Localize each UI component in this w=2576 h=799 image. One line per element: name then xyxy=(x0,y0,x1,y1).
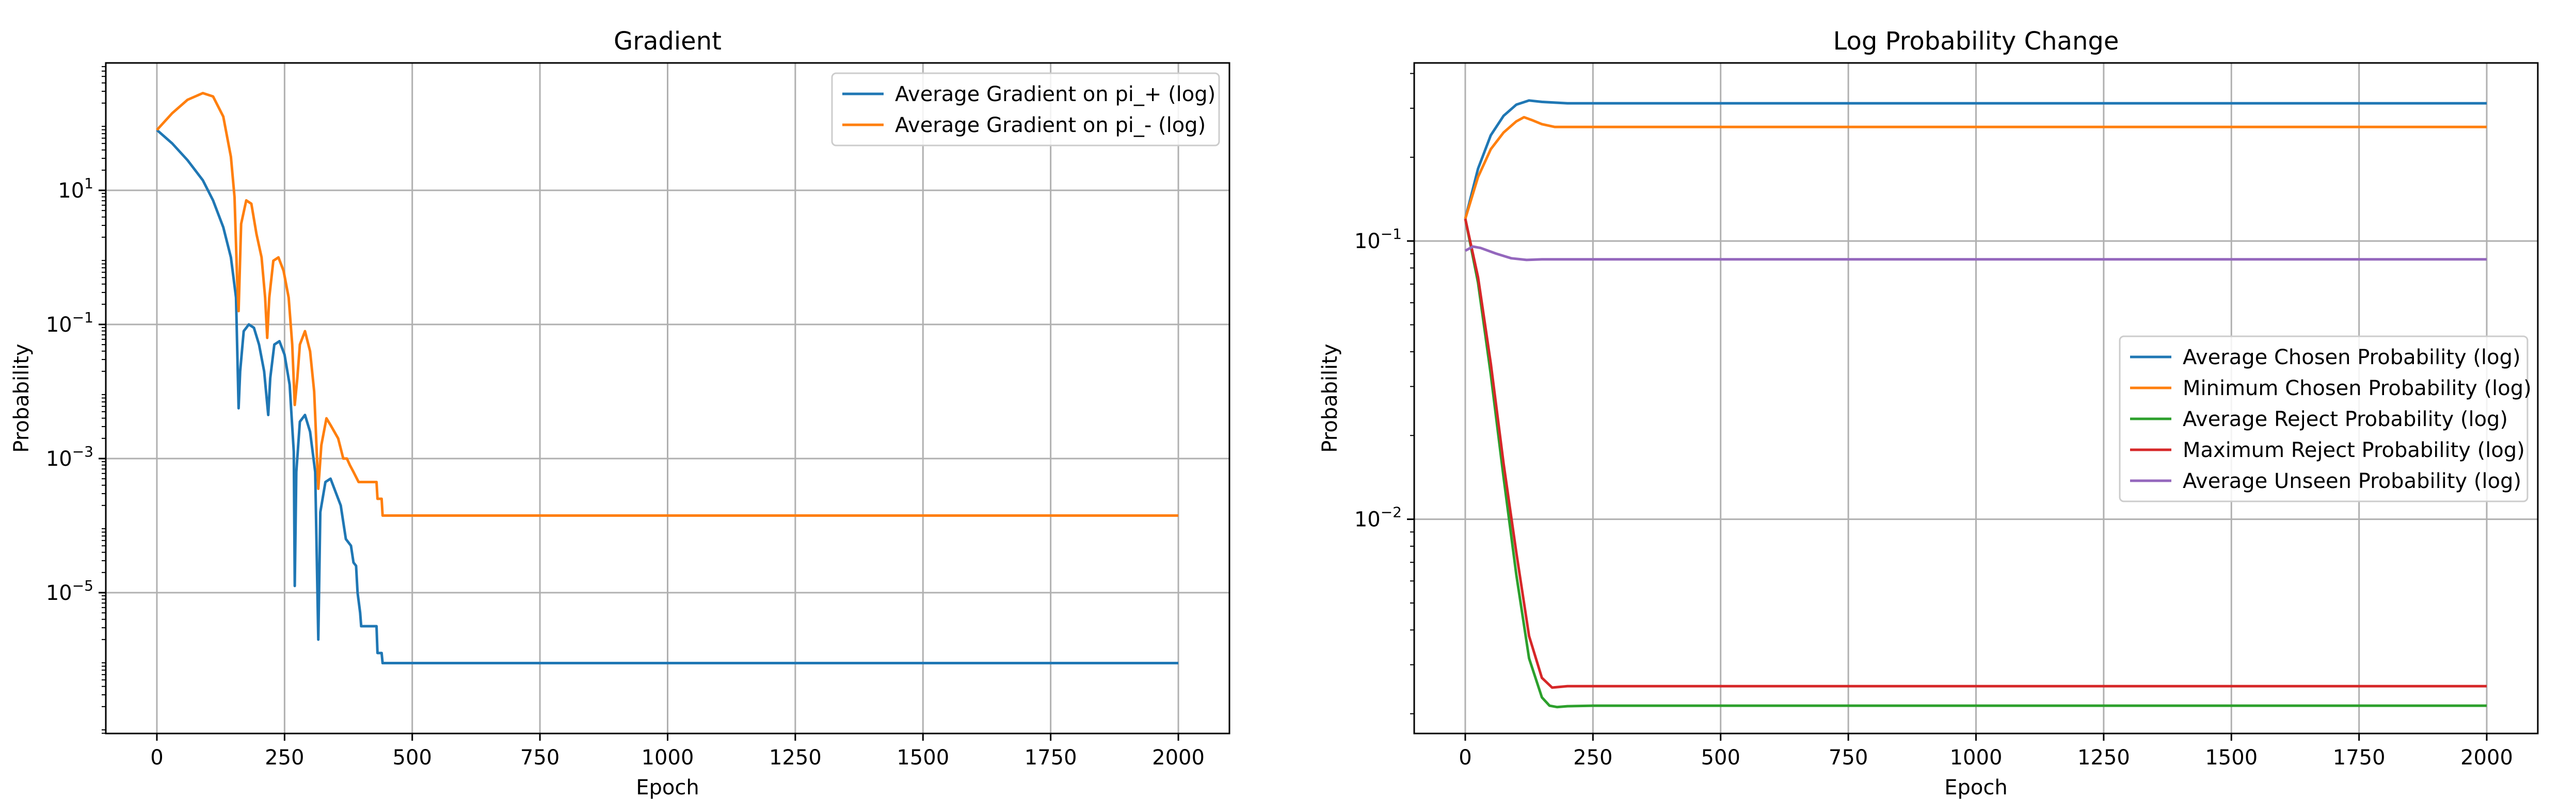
legend-label: Minimum Chosen Probability (log) xyxy=(2183,377,2532,400)
legend-label: Average Chosen Probability (log) xyxy=(2183,346,2521,369)
series-line xyxy=(156,92,1178,517)
log-probability-x-ticks: 0 250 500 750 1000 1250 1500 1750 2000 xyxy=(1459,733,2513,770)
gradient-x-ticks: 0 250 500 750 1000 1250 1500 1750 2000 xyxy=(150,733,1205,770)
legend-label: Average Gradient on pi_- (log) xyxy=(895,113,1206,137)
x-tick-label: 2000 xyxy=(1152,746,1205,770)
series-line xyxy=(1464,218,2487,709)
legend-box xyxy=(2119,335,2529,502)
gradient-y-axis-label: Probability xyxy=(10,344,34,452)
y-tick-label: 10−2 xyxy=(1354,504,1402,532)
x-tick-label: 250 xyxy=(1573,746,1612,770)
log-probability-chart-title: Log Probability Change xyxy=(1833,27,2119,56)
gradient-grid xyxy=(106,63,1229,733)
series-line xyxy=(1464,99,2487,219)
log-probability-y-axis-label: Probability xyxy=(1318,344,1342,452)
log-probability-legend: Average Chosen Probability (log) Minimum … xyxy=(2119,335,2532,502)
gradient-chart-title: Gradient xyxy=(614,27,722,56)
legend-label: Maximum Reject Probability (log) xyxy=(2183,438,2525,462)
x-tick-label: 1750 xyxy=(1025,746,1077,770)
series-line xyxy=(1464,218,2487,689)
y-tick-label: 10−3 xyxy=(46,443,93,471)
series-line xyxy=(1464,245,2487,262)
log-probability-grid xyxy=(1414,63,2538,733)
x-tick-label: 500 xyxy=(393,746,432,770)
x-tick-label: 500 xyxy=(1701,746,1740,770)
gradient-legend: Average Gradient on pi_+ (log) Average Gr… xyxy=(831,72,1220,146)
gradient-y-ticks: 101 10−1 10−3 10−5 xyxy=(46,66,106,734)
x-tick-label: 750 xyxy=(1829,746,1868,770)
x-tick-label: 750 xyxy=(520,746,559,770)
log-probability-y-ticks: 10−1 10−2 xyxy=(1354,73,1414,714)
y-tick-label: 10−1 xyxy=(1354,225,1402,253)
legend-box xyxy=(831,72,1220,146)
gradient-chart: 0 250 500 750 1000 1250 1500 1750 2000 10110−110… xyxy=(10,27,1230,799)
legend-label: Average Reject Probability (log) xyxy=(2183,407,2508,431)
y-tick-label: 10−5 xyxy=(46,577,93,605)
x-tick-label: 1750 xyxy=(2333,746,2386,770)
legend-label: Average Unseen Probability (log) xyxy=(2183,469,2521,493)
x-tick-label: 1500 xyxy=(897,746,949,770)
x-tick-label: 0 xyxy=(150,746,163,770)
x-tick-label: 1250 xyxy=(2077,746,2130,770)
y-tick-label: 10−1 xyxy=(46,309,93,337)
legend-label: Average Gradient on pi_+ (log) xyxy=(895,83,1215,106)
log-probability-x-axis-label: Epoch xyxy=(1944,776,2007,799)
x-tick-label: 1000 xyxy=(1950,746,2003,770)
gradient-x-axis-label: Epoch xyxy=(636,776,699,799)
x-tick-label: 2000 xyxy=(2460,746,2513,770)
x-tick-label: 250 xyxy=(265,746,304,770)
series-line xyxy=(156,129,1178,664)
x-tick-label: 0 xyxy=(1459,746,1471,770)
log-probability-chart: 0 250 500 750 1000 1250 1500 1750 2000 10−110−2 … xyxy=(1318,27,2539,799)
log-probability-series-lines xyxy=(1464,99,2487,709)
gradient-series-lines xyxy=(156,92,1178,664)
x-tick-label: 1000 xyxy=(642,746,694,770)
y-tick-label: 101 xyxy=(58,175,93,203)
x-tick-label: 1500 xyxy=(2205,746,2258,770)
x-tick-label: 1250 xyxy=(769,746,822,770)
series-line xyxy=(1464,116,2487,219)
